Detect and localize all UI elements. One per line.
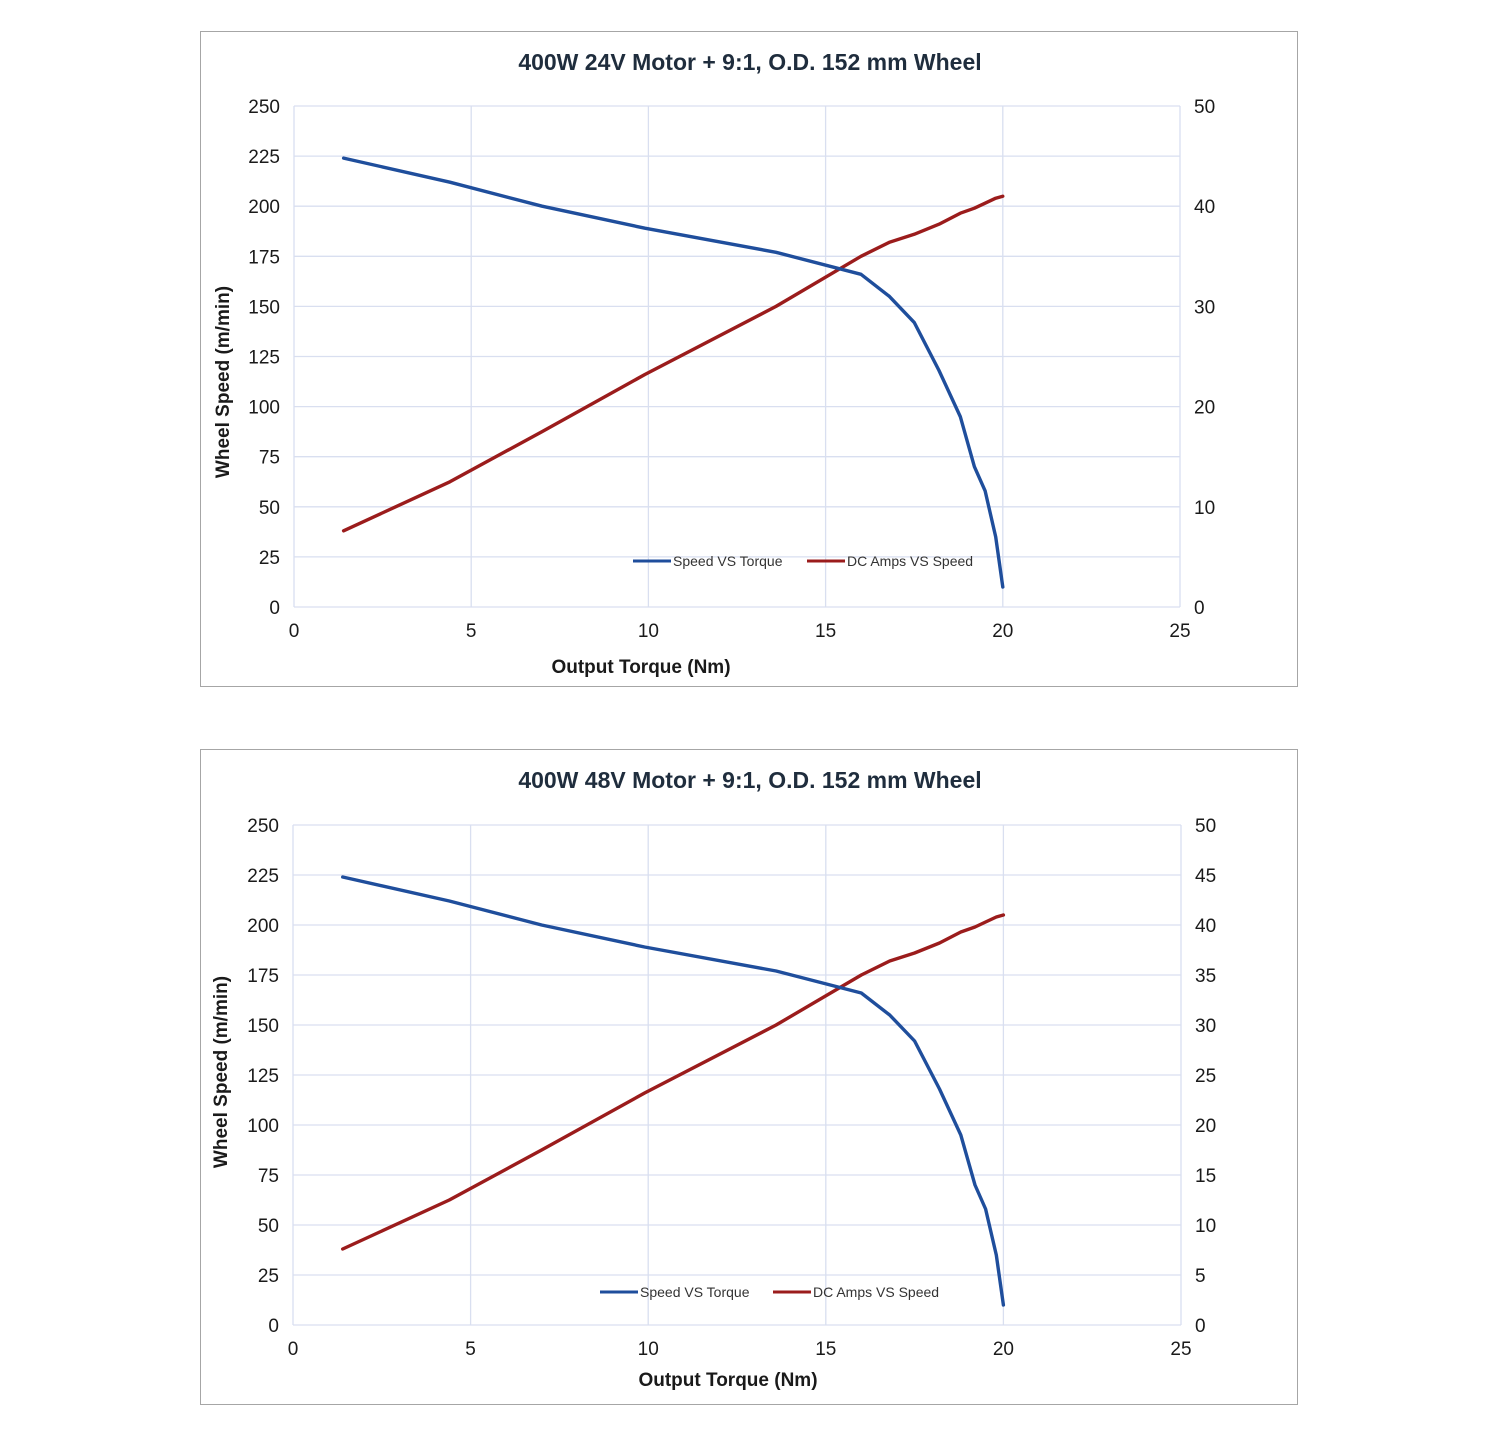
y-axis-title: Wheel Speed (m/min) bbox=[211, 976, 232, 1168]
x-tick-label: 15 bbox=[815, 1339, 836, 1360]
x-tick-label: 5 bbox=[465, 1339, 476, 1360]
y-axis-title: Wheel Speed (m/min) bbox=[213, 286, 234, 478]
legend-label-speed: Speed VS Torque bbox=[640, 1284, 750, 1300]
chart-panel-24v: 400W 24V Motor + 9:1, O.D. 152 mm Wheel … bbox=[200, 31, 1298, 687]
y2-tick-label: 50 bbox=[1194, 97, 1215, 118]
y2-tick-label: 40 bbox=[1195, 916, 1216, 937]
x-tick-label: 10 bbox=[638, 1339, 659, 1360]
y2-tick-label: 0 bbox=[1195, 1316, 1206, 1337]
x-axis-title: Output Torque (Nm) bbox=[551, 657, 730, 678]
y-tick-label: 125 bbox=[248, 348, 280, 369]
x-tick-label: 15 bbox=[815, 621, 836, 642]
y2-tick-label: 45 bbox=[1195, 866, 1216, 887]
x-tick-label: 20 bbox=[992, 621, 1013, 642]
y2-tick-label: 30 bbox=[1194, 297, 1215, 318]
chart-panel-48v: 400W 48V Motor + 9:1, O.D. 152 mm Wheel … bbox=[200, 749, 1298, 1405]
y-tick-label: 100 bbox=[247, 1116, 279, 1137]
x-tick-label: 25 bbox=[1170, 1339, 1191, 1360]
y-tick-label: 225 bbox=[247, 866, 279, 887]
chart-title: 400W 24V Motor + 9:1, O.D. 152 mm Wheel bbox=[518, 49, 981, 75]
chart-svg-24v: 400W 24V Motor + 9:1, O.D. 152 mm Wheel … bbox=[213, 49, 1215, 678]
y-tick-label: 75 bbox=[258, 1166, 279, 1187]
series-line-speed-vs-torque bbox=[340, 875, 1006, 1307]
y2-tick-label: 20 bbox=[1195, 1116, 1216, 1137]
y2-tick-label: 5 bbox=[1195, 1266, 1206, 1287]
y2-tick-label: 0 bbox=[1194, 598, 1205, 619]
y2-tick-label: 10 bbox=[1194, 498, 1215, 519]
legend: Speed VS Torque DC Amps VS Speed bbox=[600, 1284, 939, 1300]
y-tick-label: 150 bbox=[247, 1016, 279, 1037]
x-tick-label: 0 bbox=[288, 1339, 299, 1360]
x-axis-title: Output Torque (Nm) bbox=[638, 1370, 817, 1391]
y-tick-label: 200 bbox=[247, 916, 279, 937]
y2-tick-label: 25 bbox=[1195, 1066, 1216, 1087]
chart-svg-48v: 400W 48V Motor + 9:1, O.D. 152 mm Wheel … bbox=[211, 767, 1216, 1391]
y-tick-label: 50 bbox=[258, 1216, 279, 1237]
x-tick-label: 10 bbox=[638, 621, 659, 642]
y-tick-label: 100 bbox=[248, 398, 280, 419]
y-tick-label: 0 bbox=[269, 598, 280, 619]
y-tick-label: 250 bbox=[247, 816, 279, 837]
series-line-dc-amps-vs-speed bbox=[341, 194, 1005, 533]
y-tick-label: 125 bbox=[247, 1066, 279, 1087]
y-tick-label: 200 bbox=[248, 197, 280, 218]
y2-tick-label: 35 bbox=[1195, 966, 1216, 987]
y-tick-label: 25 bbox=[258, 1266, 279, 1287]
series-line-speed-vs-torque bbox=[341, 156, 1005, 589]
legend-label-amps: DC Amps VS Speed bbox=[813, 1284, 939, 1300]
x-tick-label: 5 bbox=[466, 621, 477, 642]
y2-tick-label: 10 bbox=[1195, 1216, 1216, 1237]
y2-tick-label: 20 bbox=[1194, 398, 1215, 419]
y-tick-label: 250 bbox=[248, 97, 280, 118]
y2-tick-label: 40 bbox=[1194, 197, 1215, 218]
y-tick-label: 25 bbox=[259, 548, 280, 569]
y-tick-label: 75 bbox=[259, 448, 280, 469]
x-tick-label: 25 bbox=[1169, 621, 1190, 642]
chart-title: 400W 48V Motor + 9:1, O.D. 152 mm Wheel bbox=[518, 767, 981, 793]
y-tick-label: 225 bbox=[248, 147, 280, 168]
series-line-dc-amps-vs-speed bbox=[340, 913, 1006, 1251]
y2-tick-label: 50 bbox=[1195, 816, 1216, 837]
y-tick-label: 175 bbox=[248, 247, 280, 268]
y2-tick-label: 15 bbox=[1195, 1166, 1216, 1187]
y-tick-label: 50 bbox=[259, 498, 280, 519]
y-tick-label: 150 bbox=[248, 297, 280, 318]
y-tick-label: 0 bbox=[268, 1316, 279, 1337]
y-tick-label: 175 bbox=[247, 966, 279, 987]
x-tick-label: 20 bbox=[993, 1339, 1014, 1360]
x-tick-label: 0 bbox=[289, 621, 300, 642]
legend: Speed VS Torque DC Amps VS Speed bbox=[633, 553, 973, 569]
legend-label-amps: DC Amps VS Speed bbox=[847, 553, 973, 569]
legend-label-speed: Speed VS Torque bbox=[673, 553, 783, 569]
y2-tick-label: 30 bbox=[1195, 1016, 1216, 1037]
